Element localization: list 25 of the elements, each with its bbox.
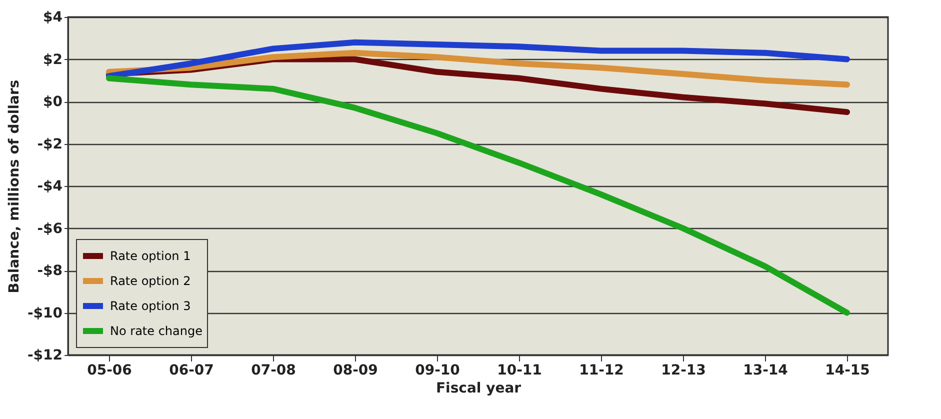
y-tick-label: -$2 <box>37 136 62 152</box>
y-tick-label: -$6 <box>37 220 62 237</box>
x-tick-label: 11-12 <box>579 362 624 378</box>
y-tick-label: -$4 <box>37 178 63 194</box>
x-tick-label: 14-15 <box>825 362 870 378</box>
legend-label: Rate option 1 <box>110 249 191 263</box>
legend-label: No rate change <box>110 324 202 338</box>
x-tick-label: 12-13 <box>661 362 706 378</box>
legend-label: Rate option 2 <box>110 274 191 288</box>
y-tick-label: -$10 <box>27 305 63 322</box>
y-tick-label: -$8 <box>37 263 62 279</box>
y-axis-title: Balance, millions of dollars <box>6 80 22 294</box>
y-tick-label: $0 <box>43 94 63 110</box>
x-tick-label: 07-08 <box>251 362 296 378</box>
x-tick-label: 06-07 <box>169 362 214 378</box>
x-axis-title: Fiscal year <box>436 380 522 396</box>
x-tick-label: 05-06 <box>87 362 132 378</box>
x-tick-label: 09-10 <box>415 362 460 378</box>
y-tick-label: $4 <box>43 10 63 26</box>
x-tick-label: 08-09 <box>333 362 378 378</box>
legend-label: Rate option 3 <box>110 299 191 313</box>
x-tick-label: 13-14 <box>743 362 788 378</box>
y-tick-label: -$12 <box>27 348 62 364</box>
y-tick-label: $2 <box>43 52 62 68</box>
x-tick-label: 10-11 <box>497 362 542 378</box>
